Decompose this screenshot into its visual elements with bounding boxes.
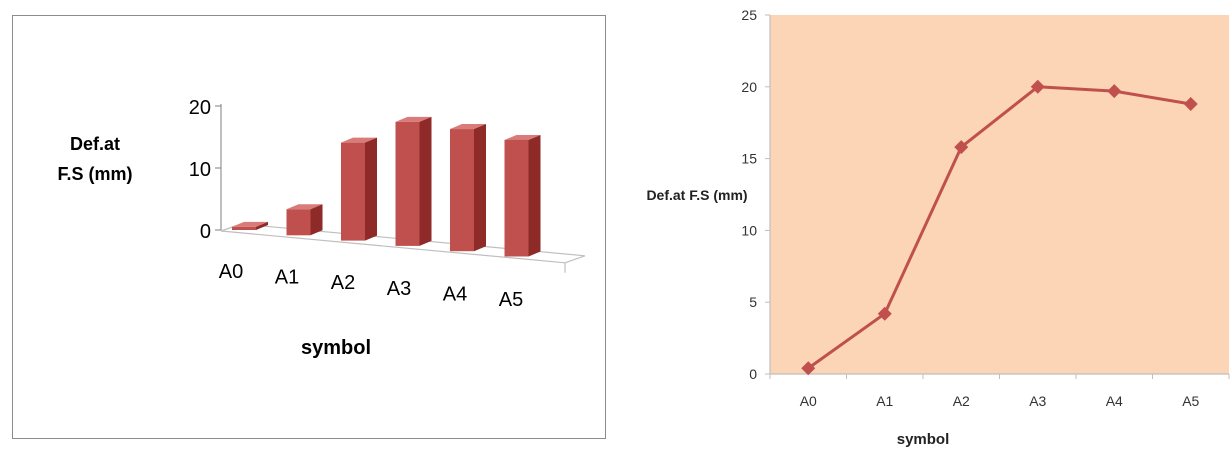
bar-side-A3: [419, 116, 432, 246]
line-chart: 0 5 10 15 20 25 A0 A1 A2 A3 A4 A5 Def.at F.S (mm) sym…: [646, 7, 1230, 448]
x-axis-title: symbol: [897, 431, 950, 448]
y-tick-label-4: 20: [741, 79, 757, 95]
y-tick-label-1: 5: [749, 294, 757, 310]
y-tick-label-3: 15: [741, 151, 757, 167]
bar-A4: [450, 129, 474, 252]
data-point-A5: [1183, 97, 1198, 112]
bar-A2: [341, 142, 365, 241]
x-tick-label-A1: A1: [876, 393, 893, 409]
y-axis-title-line-0: Def.at: [70, 134, 120, 154]
bar-side-A0: [256, 221, 268, 230]
y-tick-label-0: 0: [749, 366, 757, 382]
y-tick-label-0: 0: [200, 221, 211, 243]
bar-side-A2: [365, 137, 377, 241]
x-tick-label-A3: A3: [387, 278, 411, 300]
x-tick-label-A5: A5: [499, 289, 523, 311]
data-point-A0: [801, 361, 816, 376]
y-tick-label-2: 20: [189, 97, 211, 119]
x-tick-label-A3: A3: [1029, 393, 1046, 409]
bar-chart: 0 10 20 A0 A1 A2 A3 A4 A5 Def.at F.S (mm) symbol: [57, 97, 586, 359]
bar-side-A1: [310, 204, 323, 236]
data-point-A2: [954, 140, 969, 155]
bar-A5: [504, 139, 529, 257]
data-point-A3: [1030, 79, 1045, 94]
y-axis-title-line-1: F.S (mm): [57, 164, 132, 184]
bar-side-A4: [474, 124, 486, 252]
series-line: [807, 85, 1191, 370]
bar-A0: [232, 226, 256, 230]
x-tick-label-A0: A0: [219, 261, 243, 283]
x-tick-label-A1: A1: [275, 267, 299, 289]
x-tick-label-A4: A4: [443, 283, 467, 305]
bar-A1: [286, 209, 311, 236]
bar-side-A5: [528, 134, 541, 257]
x-axis-title: symbol: [301, 337, 371, 359]
line-chart-panel: 0 5 10 15 20 25 A0 A1 A2 A3 A4 A5 Def.at F.S (mm) sym…: [640, 0, 1232, 449]
x-tick-label-A5: A5: [1182, 393, 1199, 409]
y-tick-label-2: 10: [741, 222, 757, 238]
plot-area: [770, 15, 1229, 374]
x-tick-label-A2: A2: [331, 272, 355, 294]
bar-chart-panel: 0 10 20 A0 A1 A2 A3 A4 A5 Def.at F.S (mm) symbol: [12, 15, 606, 439]
y-axis-title: Def.at F.S (mm): [646, 187, 747, 203]
y-tick-label-1: 10: [189, 159, 211, 181]
bar-A3: [395, 121, 420, 246]
x-tick-label-A0: A0: [800, 393, 817, 409]
x-tick-label-A4: A4: [1106, 393, 1123, 409]
data-point-A1: [877, 306, 892, 321]
x-tick-label-A2: A2: [953, 393, 970, 409]
data-point-A4: [1107, 84, 1122, 99]
y-tick-label-5: 25: [741, 7, 757, 23]
